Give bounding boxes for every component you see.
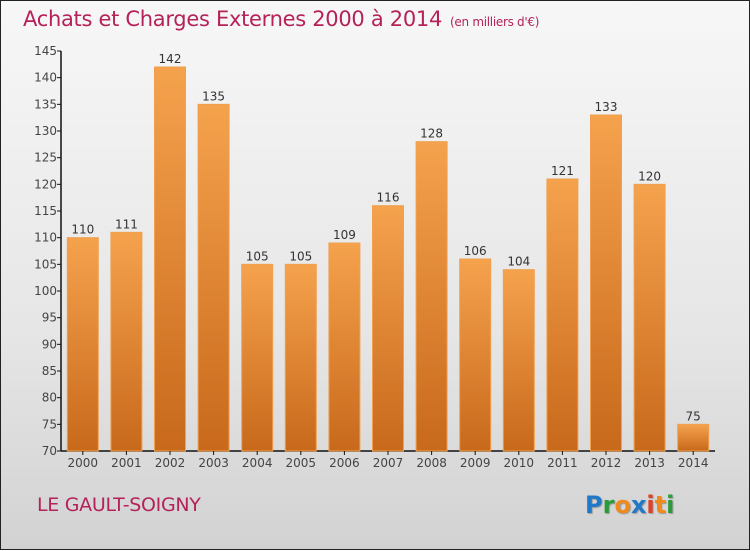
bar-value-label: 120 [638,169,661,183]
x-tick-label: 2007 [373,456,404,470]
logo-letter: i [646,491,655,519]
bar [415,141,448,452]
title-text: Achats et Charges Externes 2000 à 2014 [23,7,443,31]
y-tick-label: 115 [34,204,57,218]
bar [590,114,622,452]
y-tick-label: 85 [42,364,57,378]
bar-value-label: 116 [377,191,400,205]
y-tick-label: 100 [34,284,57,298]
y-tick-label: 125 [34,151,57,165]
x-tick-label: 2004 [242,456,273,470]
bar-value-label: 105 [289,249,312,263]
bar-value-label: 75 [686,409,701,423]
bar-value-label: 109 [333,228,356,242]
bar [284,263,317,452]
y-tick-label: 110 [34,231,57,245]
y-tick-label: 145 [34,44,57,58]
x-tick-label: 2005 [286,456,317,470]
logo-letter: x [630,491,647,519]
x-tick-label: 2000 [68,456,99,470]
x-tick-label: 2003 [198,456,229,470]
bar [328,242,361,452]
bar [459,258,492,452]
bar [110,231,143,452]
bar-value-label: 110 [71,223,94,237]
x-tick-label: 2002 [155,456,186,470]
x-tick-label: 2014 [678,456,709,470]
bar-value-label: 121 [551,164,574,178]
bar [546,178,579,452]
logo-letter: i [666,491,675,519]
y-tick-label: 90 [42,337,57,351]
x-tick-label: 2010 [504,456,535,470]
y-tick-label: 120 [34,177,57,191]
y-tick-label: 70 [42,444,57,458]
bar-value-label: 106 [464,244,487,258]
logo-letter: t [654,491,667,519]
y-tick-label: 95 [42,311,57,325]
bar-value-label: 128 [420,127,443,141]
bar-value-label: 105 [246,249,269,263]
bar [197,103,230,452]
y-tick-label: 135 [34,97,57,111]
bar [633,183,666,452]
y-tick-label: 80 [42,391,57,405]
bar [677,423,710,452]
x-tick-label: 2001 [111,456,142,470]
x-tick-label: 2012 [591,456,622,470]
x-tick-label: 2011 [547,456,578,470]
chart-subtitle: (en milliers d'€) [450,15,540,29]
x-tick-label: 2008 [416,456,447,470]
y-tick-label: 140 [34,71,57,85]
bar-value-label: 133 [595,100,618,114]
x-tick-label: 2013 [634,456,665,470]
logo-letter: o [614,491,631,519]
proxiti-logo[interactable]: Proxiti [585,491,674,519]
bar-value-label: 142 [159,52,182,66]
y-tick-label: 75 [42,417,57,431]
bar [372,205,404,452]
bar [241,263,274,452]
y-tick-label: 105 [34,257,57,271]
bar [502,269,535,452]
bar-value-label: 135 [202,89,225,103]
bar-value-label: 104 [507,255,530,269]
y-tick-label: 130 [34,124,57,138]
x-tick-label: 2009 [460,456,491,470]
logo-letter: r [602,491,615,519]
place-name: LE GAULT-SOIGNY [37,494,201,516]
logo-letter: P [585,491,603,519]
x-tick-label: 2006 [329,456,360,470]
chart-title: Achats et Charges Externes 2000 à 2014 (e… [23,7,539,31]
bar-value-label: 111 [115,217,138,231]
bar [154,66,186,452]
bar [66,237,99,452]
